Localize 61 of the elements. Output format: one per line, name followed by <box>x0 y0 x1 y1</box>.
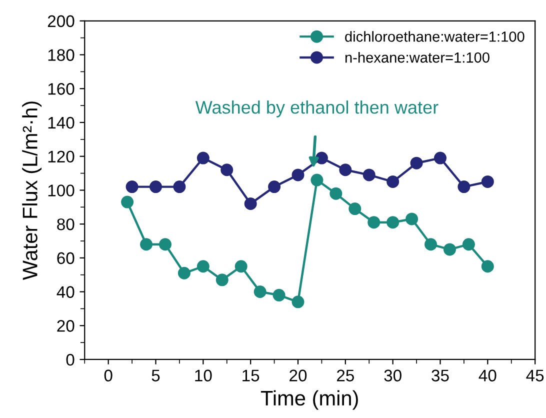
point <box>150 180 162 194</box>
y-tick-label: 200 <box>48 15 74 28</box>
y-tick-label: 160 <box>48 83 74 95</box>
x-tick-label: 10 <box>195 370 212 382</box>
point <box>310 174 324 186</box>
point <box>216 274 228 286</box>
x-tick-label: 40 <box>478 370 496 382</box>
point <box>481 175 494 188</box>
legend-label: dichloroethane:water=1:100 <box>345 31 524 42</box>
x-tick-label: 0 <box>104 370 112 382</box>
point <box>254 286 266 298</box>
point <box>292 168 304 182</box>
point <box>140 238 153 251</box>
point <box>244 197 257 210</box>
y-tick-label: 0 <box>66 354 74 366</box>
x-tick-label: 35 <box>432 370 449 382</box>
point <box>481 260 494 273</box>
point <box>462 238 475 251</box>
point <box>458 180 470 194</box>
x-tick-label: 30 <box>384 370 402 382</box>
point <box>434 152 446 164</box>
y-axis-title: Water Flux (L/m²·h) <box>22 102 42 280</box>
point <box>126 180 138 194</box>
point <box>348 202 362 216</box>
y-tick-label: 120 <box>48 150 74 163</box>
x-tick-label: 5 <box>152 370 160 382</box>
annotation: Washed by ethanol then water <box>195 100 438 118</box>
x-tick-label: 25 <box>336 370 354 382</box>
y-tick-label: 140 <box>48 116 74 129</box>
point <box>173 180 186 194</box>
point <box>121 196 134 208</box>
point <box>406 212 418 226</box>
y-tick-label: 80 <box>57 218 74 230</box>
point <box>158 238 172 251</box>
point <box>196 152 210 164</box>
x-tick-label: 15 <box>242 370 260 382</box>
y-tick-label: 40 <box>56 286 74 298</box>
point <box>234 260 248 273</box>
x-tick-label: 20 <box>290 370 307 382</box>
point <box>330 187 342 200</box>
point <box>443 243 456 256</box>
point <box>362 168 376 182</box>
y-tick-label: 20 <box>57 320 74 332</box>
x-axis-title: Time (min) <box>260 390 358 410</box>
point <box>424 238 438 251</box>
point <box>220 164 234 176</box>
y-tick-label: 60 <box>57 252 74 264</box>
legend-label: n-hexane:water=1:100 <box>345 52 490 63</box>
y-tick-label: 100 <box>48 184 74 196</box>
point <box>272 288 286 302</box>
point <box>368 216 380 229</box>
point <box>386 175 400 188</box>
point <box>178 266 190 280</box>
x-tick-label: 45 <box>526 370 544 382</box>
y-tick-label: 180 <box>48 49 74 61</box>
point <box>339 164 352 176</box>
point <box>292 296 304 308</box>
point <box>386 216 400 229</box>
point <box>268 180 281 194</box>
point <box>410 156 423 170</box>
point <box>196 260 210 273</box>
